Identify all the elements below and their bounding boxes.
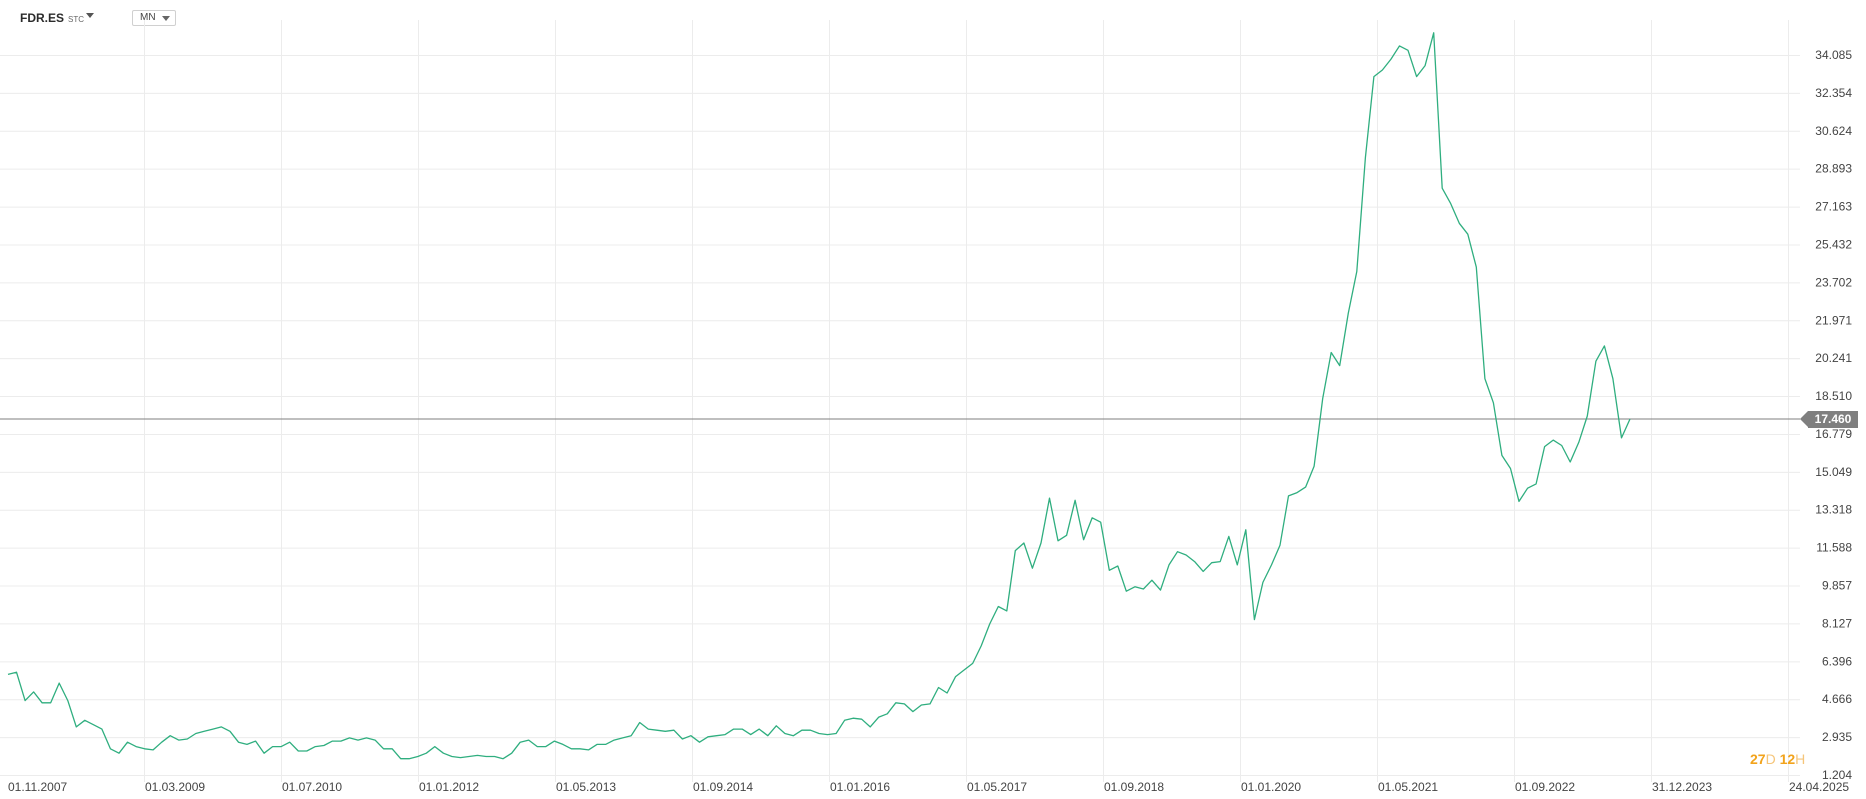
y-tick-label: 1.204 [1822, 768, 1852, 782]
y-tick-label: 21.971 [1815, 313, 1852, 327]
chevron-down-icon [162, 16, 170, 21]
interval-select[interactable]: MN [132, 10, 176, 26]
x-tick-label: 01.11.2007 [8, 780, 67, 794]
x-tick-label: 24.04.2025 [1789, 780, 1849, 794]
price-series-line [7, 32, 1631, 760]
y-tick-label: 34.085 [1815, 48, 1852, 62]
symbol-type: STC [68, 15, 85, 24]
x-axis: 01.11.2007 01.03.2009 01.07.2010 01.01.2012… [8, 780, 1849, 794]
symbol-dropdown-icon[interactable] [86, 13, 94, 18]
x-tick-label: 01.05.2021 [1378, 780, 1438, 794]
x-tick-label: 01.09.2022 [1515, 780, 1575, 794]
interval-label: MN [140, 12, 156, 23]
symbol-name: FDR.ES [20, 11, 65, 25]
x-tick-label: 01.07.2010 [282, 780, 342, 794]
chart-toolbar: FDR.ES STC MN [0, 0, 1866, 30]
y-tick-label: 11.588 [1816, 541, 1852, 555]
y-tick-label: 4.666 [1822, 692, 1852, 706]
countdown-hours: 12 [1779, 751, 1796, 767]
y-tick-label: 2.935 [1822, 730, 1852, 744]
x-tick-label: 01.09.2014 [693, 780, 753, 794]
y-tick-label: 25.432 [1815, 237, 1852, 251]
countdown-hours-unit: H [1795, 751, 1806, 767]
y-tick-label: 23.702 [1815, 275, 1852, 289]
x-tick-label: 31.12.2023 [1652, 780, 1712, 794]
symbol-selector[interactable]: FDR.ES STC [20, 11, 84, 25]
y-tick-label: 6.396 [1822, 654, 1852, 668]
x-tick-label: 01.01.2020 [1241, 780, 1301, 794]
x-tick-label: 01.03.2009 [145, 780, 205, 794]
y-tick-label: 27.163 [1815, 200, 1852, 214]
chart-grid [0, 20, 1800, 782]
y-tick-label: 28.893 [1815, 162, 1852, 176]
countdown-days: 27 [1750, 751, 1766, 767]
y-tick-label: 20.241 [1815, 351, 1852, 365]
x-tick-label: 01.05.2017 [967, 780, 1027, 794]
current-price-label: 17.460 [1800, 410, 1858, 428]
x-tick-label: 01.01.2012 [419, 780, 479, 794]
x-tick-label: 01.09.2018 [1104, 780, 1164, 794]
y-tick-label: 8.127 [1822, 616, 1852, 630]
y-tick-label: 16.779 [1815, 427, 1852, 441]
y-tick-label: 30.624 [1815, 124, 1852, 138]
x-tick-label: 01.01.2016 [830, 780, 890, 794]
candle-countdown: 27D 12H [1750, 751, 1805, 767]
x-tick-label: 01.05.2013 [556, 780, 616, 794]
y-tick-label: 32.354 [1815, 86, 1852, 100]
y-tick-label: 13.318 [1815, 503, 1852, 517]
y-tick-label: 15.049 [1815, 465, 1852, 479]
y-tick-label: 18.510 [1815, 389, 1852, 403]
y-tick-label: 9.857 [1822, 579, 1852, 593]
y-axis: 34.085 32.354 30.624 28.893 27.163 25.432 23.7… [1815, 48, 1852, 782]
countdown-days-unit: D [1765, 751, 1776, 767]
